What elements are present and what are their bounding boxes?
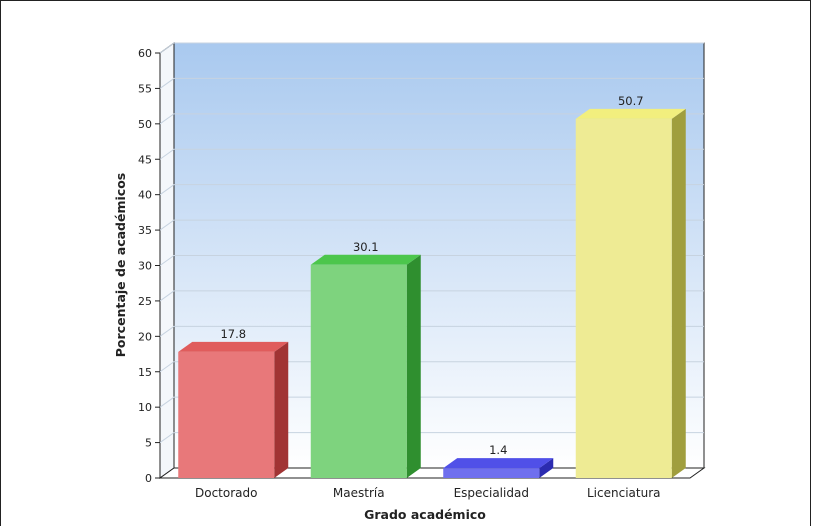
bar-front [575, 118, 672, 478]
y-axis-title: Porcentaje de académicos [113, 173, 128, 357]
y-tick-label: 40 [138, 189, 152, 202]
bar-side [406, 254, 421, 478]
data-labels: 17.8 30.1 1.4 50.7 [220, 94, 643, 457]
x-axis-title: Grado académico [364, 507, 486, 522]
x-tick-label: Maestría [333, 486, 385, 500]
gridline [159, 184, 704, 196]
y-tick-label: 60 [138, 47, 152, 60]
gridlines [159, 42, 704, 443]
bar-side [539, 458, 554, 478]
gridline [159, 432, 704, 443]
gridline [159, 361, 704, 373]
y-tick-label: 15 [138, 366, 152, 379]
x-tick-label: Licenciatura [587, 486, 661, 500]
bar-top [575, 108, 686, 119]
gridline [159, 325, 704, 337]
gridline [159, 396, 704, 408]
bar-top [443, 458, 554, 469]
gridline [159, 255, 704, 266]
bars [178, 108, 686, 478]
gridline [159, 148, 704, 160]
y-tick-label: 30 [138, 260, 152, 273]
bar [178, 341, 289, 478]
y-tick-label: 55 [138, 82, 152, 95]
gridline [159, 77, 704, 89]
data-label: 50.7 [618, 94, 644, 108]
data-label: 1.4 [489, 443, 507, 457]
y-tick-label: 50 [138, 118, 152, 131]
gridline [159, 42, 704, 54]
y-axis: 0 5 10 15 20 25 30 35 40 45 50 55 60 [138, 47, 160, 485]
y-tick-label: 20 [138, 330, 152, 343]
x-axis: Doctorado Maestría Especialidad Licenciatur… [195, 486, 660, 500]
y-tick-label: 35 [138, 224, 152, 237]
bar-side [274, 341, 289, 478]
y-tick-label: 0 [145, 472, 152, 485]
bar-front [310, 264, 407, 478]
bar [575, 108, 686, 478]
bar-top [178, 341, 289, 352]
bar-side [671, 108, 686, 478]
gridline [159, 113, 704, 125]
data-label: 17.8 [220, 327, 246, 341]
bar-top [310, 254, 421, 265]
bar-front [443, 468, 540, 478]
y-tick-label: 5 [145, 437, 152, 450]
bar-front [178, 351, 275, 478]
bar [443, 458, 554, 478]
data-label: 30.1 [353, 240, 379, 254]
bar [310, 254, 421, 478]
y-tick-label: 45 [138, 153, 152, 166]
y-tick-label: 10 [138, 401, 152, 414]
gridline [159, 219, 704, 231]
gridline [159, 290, 704, 302]
y-tick-label: 25 [138, 295, 152, 308]
x-tick-label: Especialidad [454, 486, 529, 500]
x-tick-label: Doctorado [195, 486, 257, 500]
